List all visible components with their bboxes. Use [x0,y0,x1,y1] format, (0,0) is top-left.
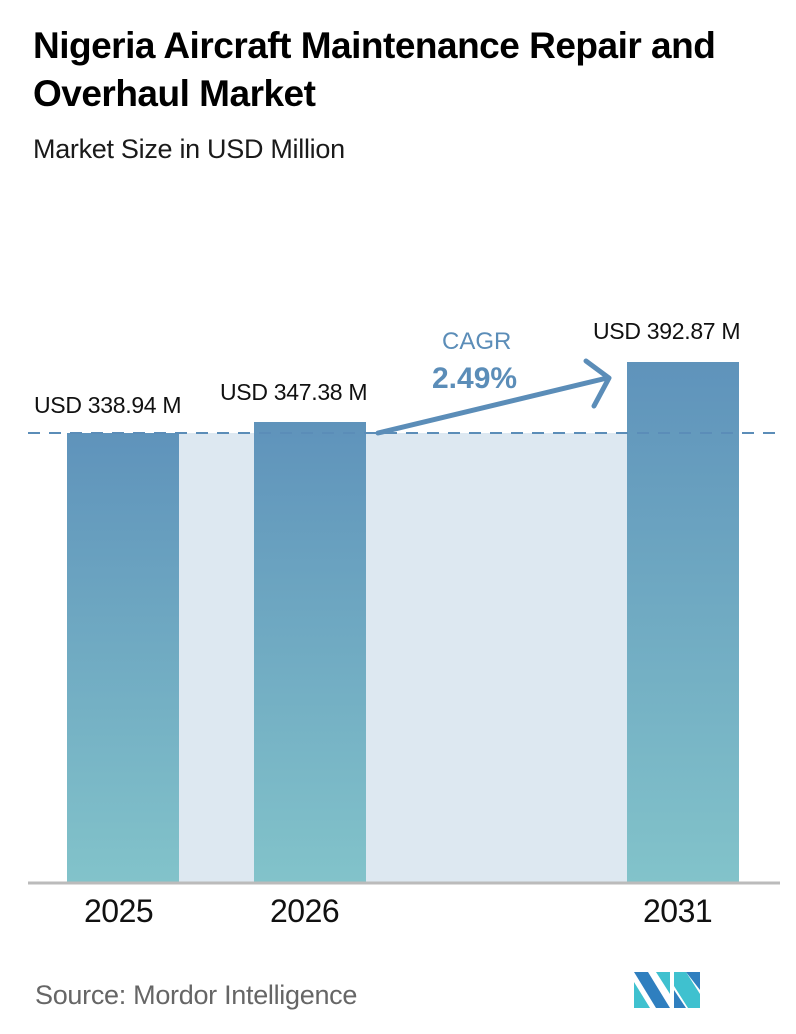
bar-2031 [627,362,739,882]
cagr-value: 2.49% [432,362,518,395]
band-2026-2031 [366,433,627,882]
bar-2025 [67,433,179,882]
bar-label-2026: USD 347.38 M [220,379,368,405]
source-text: Source: Mordor Intelligence [35,980,358,1010]
mordor-logo-icon [634,972,700,1008]
cagr-label: CAGR [442,328,512,355]
bar-2026 [254,422,366,882]
cagr-arrow-line [375,375,610,436]
bar-label-2031: USD 392.87 M [593,318,741,344]
chart-title: Nigeria Aircraft Maintenance Repair and … [33,25,716,114]
x-tick-2026: 2026 [270,893,340,929]
x-tick-2025: 2025 [84,893,154,929]
band-2025-2026 [179,433,254,882]
cagr-arrowhead-icon [583,358,612,409]
chart-subtitle: Market Size in USD Million [33,134,345,164]
bar-label-2025: USD 338.94 M [34,392,182,418]
x-tick-2031: 2031 [643,893,713,929]
